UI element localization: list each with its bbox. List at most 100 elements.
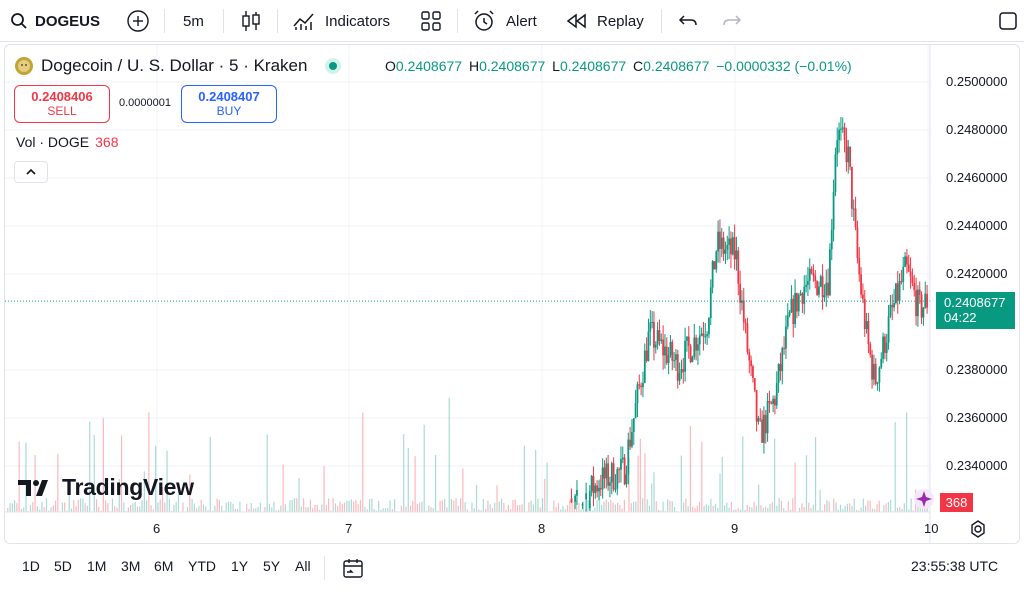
candle-body — [621, 457, 624, 460]
candlestick-icon — [242, 11, 260, 31]
volume-bar — [664, 510, 666, 512]
chart-pane[interactable] — [4, 44, 1020, 544]
indicators-button[interactable]: Indicators — [292, 7, 390, 35]
symbol-legend[interactable]: Dogecoin / U. S. Dollar · 5 · Kraken — [14, 56, 342, 76]
price-tick-label: 0.2420000 — [946, 266, 1008, 281]
candle-body — [576, 489, 578, 496]
volume-bar — [432, 508, 434, 512]
volume-bar — [760, 505, 762, 512]
volume-bar — [250, 503, 252, 512]
volume-bar — [434, 454, 437, 512]
volume-bar — [27, 510, 29, 512]
volume-bar — [735, 509, 737, 512]
price-tick-label: 0.2360000 — [946, 410, 1008, 425]
volume-bar — [191, 499, 193, 512]
range-button-6m[interactable]: 6M — [154, 558, 174, 574]
candle-body — [585, 493, 588, 500]
volume-bar — [855, 509, 858, 512]
tradingview-logo[interactable]: TradingView — [18, 474, 194, 501]
volume-bar — [849, 503, 851, 512]
candle-body — [775, 383, 778, 406]
volume-bar — [186, 507, 189, 512]
volume-bar — [692, 506, 694, 512]
volume-bar — [173, 504, 175, 512]
candle-body — [722, 237, 725, 254]
volume-bar — [328, 498, 330, 512]
candle-body — [917, 289, 919, 317]
range-button-ytd[interactable]: YTD — [188, 558, 216, 574]
volume-bar — [193, 503, 195, 512]
bar-countdown: 04:22 — [944, 310, 977, 325]
volume-bar — [544, 478, 546, 512]
volume-bar — [924, 507, 926, 512]
settings-gear-icon[interactable] — [968, 519, 988, 539]
volume-bar — [792, 498, 794, 512]
volume-bar — [871, 508, 874, 512]
candle-body — [821, 276, 824, 298]
candle-body — [874, 363, 877, 384]
time-tick-label: 7 — [345, 521, 353, 536]
volume-legend[interactable]: Vol · DOGE 368 — [16, 134, 119, 150]
candle-body — [669, 341, 672, 356]
utc-clock[interactable]: 23:55:38 UTC — [911, 558, 999, 574]
interval-button[interactable]: 5m — [183, 7, 204, 35]
range-button-1d[interactable]: 1D — [22, 558, 40, 574]
volume-bar — [330, 510, 332, 512]
volume-bar — [82, 498, 84, 512]
replay-button[interactable]: Replay — [566, 7, 644, 35]
volume-bar — [148, 412, 150, 512]
chart-type-button[interactable] — [240, 7, 262, 35]
volume-bar — [805, 455, 808, 512]
volume-bar — [862, 498, 864, 512]
volume-bar — [485, 509, 487, 512]
candle-body — [730, 238, 732, 255]
range-button-1m[interactable]: 1M — [87, 558, 107, 574]
volume-bar — [14, 500, 16, 512]
range-button-3m[interactable]: 3M — [121, 558, 141, 574]
range-button-1y[interactable]: 1Y — [231, 558, 249, 574]
candle-body — [610, 463, 613, 483]
volume-bar — [605, 499, 607, 512]
price-tick-label: 0.2440000 — [946, 218, 1008, 233]
volume-bar — [364, 506, 366, 512]
volume-bar — [252, 508, 255, 512]
layout-button[interactable] — [421, 7, 441, 35]
symbol-search[interactable]: DOGEUSD — [10, 7, 101, 35]
candle-body — [865, 321, 868, 329]
volume-bar — [175, 501, 177, 512]
goto-date-icon[interactable] — [342, 557, 364, 579]
volume-tag: 368 — [940, 493, 973, 512]
sparkle-icon[interactable] — [913, 488, 935, 510]
volume-bar — [57, 453, 59, 512]
buy-label: BUY — [216, 104, 242, 118]
fullscreen-button[interactable] — [999, 7, 1017, 35]
buy-button[interactable]: 0.2408407 BUY — [181, 85, 277, 123]
range-button-all[interactable]: All — [295, 558, 311, 574]
range-button-5d[interactable]: 5D — [54, 558, 72, 574]
volume-bar — [348, 500, 350, 512]
candle-body — [724, 249, 727, 254]
volume-bar — [853, 498, 855, 512]
volume-bar — [64, 502, 66, 512]
volume-bar — [230, 501, 232, 512]
collapse-legend-button[interactable] — [14, 161, 48, 183]
compare-button[interactable] — [126, 7, 150, 35]
volume-bar — [721, 456, 723, 512]
volume-bar — [514, 499, 516, 512]
undo-button[interactable] — [678, 7, 698, 35]
candle-body — [647, 331, 650, 361]
volume-bar — [105, 500, 107, 512]
volume-bar — [899, 507, 901, 512]
candle-body — [792, 298, 795, 324]
alert-button[interactable]: Alert — [472, 7, 537, 35]
volume-bar — [482, 499, 484, 512]
candle-body — [810, 268, 813, 274]
range-button-5y[interactable]: 5Y — [263, 558, 281, 574]
volume-bar — [566, 505, 569, 512]
volume-bar — [655, 501, 657, 512]
redo-button[interactable] — [722, 7, 742, 35]
volume-bar — [182, 502, 184, 512]
sell-button[interactable]: 0.2408406 SELL — [14, 85, 110, 123]
volume-bar — [412, 500, 414, 512]
